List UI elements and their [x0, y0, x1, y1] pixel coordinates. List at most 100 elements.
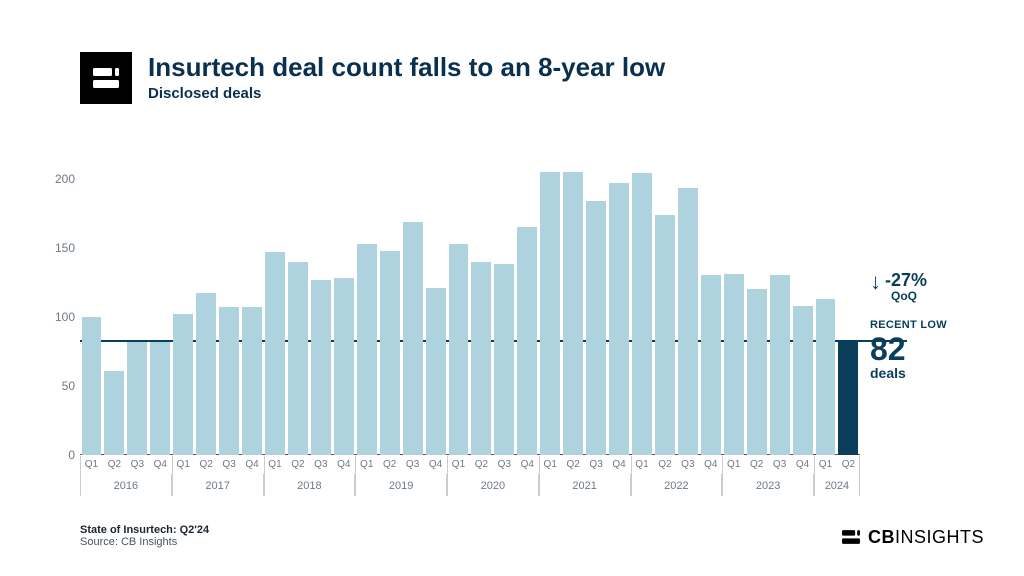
quarter-label: Q1 — [539, 455, 562, 470]
bar — [540, 172, 560, 455]
bar-slot — [631, 165, 654, 455]
bar-slot — [195, 165, 218, 455]
footer: State of Insurtech: Q2'24 Source: CB Ins… — [80, 524, 209, 548]
quarter-label: Q2 — [195, 455, 218, 470]
year-label: 2020 — [447, 474, 539, 496]
bar-slot — [401, 165, 424, 455]
quarter-label: Q3 — [218, 455, 241, 470]
bar-slot — [768, 165, 791, 455]
cb-logo-icon — [80, 52, 132, 104]
quarter-label: Q2 — [286, 455, 309, 470]
bar-slot — [126, 165, 149, 455]
quarter-label: Q4 — [699, 455, 722, 470]
quarter-label: Q3 — [126, 455, 149, 470]
bar-slot — [539, 165, 562, 455]
quarter-label: Q1 — [447, 455, 470, 470]
bars-container — [80, 165, 860, 455]
bar — [678, 188, 698, 455]
bar-slot — [562, 165, 585, 455]
down-arrow-icon: ↓ — [870, 271, 881, 293]
quarter-label: Q3 — [768, 455, 791, 470]
year-label: 2024 — [814, 474, 860, 496]
y-tick-label: 0 — [45, 448, 75, 462]
header: Insurtech deal count falls to an 8-year … — [80, 52, 665, 104]
quarter-label: Q2 — [378, 455, 401, 470]
big-number: 82 — [870, 333, 947, 365]
bar — [494, 264, 514, 455]
year-label: 2022 — [631, 474, 723, 496]
quarter-label: Q3 — [401, 455, 424, 470]
bar — [701, 275, 721, 455]
quarter-label: Q1 — [355, 455, 378, 470]
recent-low-label: RECENT LOW — [870, 319, 947, 331]
quarter-label: Q4 — [332, 455, 355, 470]
bar-slot — [745, 165, 768, 455]
bar — [150, 342, 170, 455]
y-tick-label: 50 — [45, 379, 75, 393]
quarter-label: Q1 — [80, 455, 103, 470]
bar-slot — [837, 165, 860, 455]
chart-area: 050100150200 — [80, 165, 860, 455]
bar — [127, 342, 147, 455]
bar-slot — [241, 165, 264, 455]
quarter-label: Q2 — [653, 455, 676, 470]
bar-slot — [309, 165, 332, 455]
year-label: 2021 — [539, 474, 631, 496]
bar — [471, 262, 491, 455]
bar — [724, 274, 744, 455]
chart-title: Insurtech deal count falls to an 8-year … — [148, 52, 665, 83]
bar-slot — [722, 165, 745, 455]
quarter-label: Q1 — [631, 455, 654, 470]
quarter-label: Q1 — [814, 455, 837, 470]
bar-slot — [470, 165, 493, 455]
chart-subtitle: Disclosed deals — [148, 85, 665, 102]
bar-slot — [264, 165, 287, 455]
bar — [288, 262, 308, 455]
y-tick-label: 150 — [45, 241, 75, 255]
quarter-label: Q3 — [585, 455, 608, 470]
unit-label: deals — [870, 365, 947, 381]
year-label: 2016 — [80, 474, 172, 496]
pct-basis: QoQ — [891, 289, 947, 303]
year-label: 2018 — [264, 474, 356, 496]
quarter-label: Q4 — [241, 455, 264, 470]
quarter-label: Q2 — [470, 455, 493, 470]
bar — [770, 275, 790, 455]
bar — [173, 314, 193, 455]
bar-slot — [699, 165, 722, 455]
quarter-label: Q4 — [608, 455, 631, 470]
bar — [632, 173, 652, 455]
bar-slot — [218, 165, 241, 455]
quarter-label: Q2 — [745, 455, 768, 470]
quarter-label: Q1 — [722, 455, 745, 470]
source-label: Source: CB Insights — [80, 536, 209, 548]
bar — [793, 306, 813, 455]
year-label: 2019 — [355, 474, 447, 496]
bar-slot — [516, 165, 539, 455]
bar-slot — [585, 165, 608, 455]
y-tick-label: 100 — [45, 310, 75, 324]
bar — [403, 222, 423, 455]
quarter-label: Q3 — [309, 455, 332, 470]
y-tick-label: 200 — [45, 172, 75, 186]
bar — [265, 252, 285, 455]
bar-slot — [286, 165, 309, 455]
bar-slot — [172, 165, 195, 455]
quarter-label: Q1 — [172, 455, 195, 470]
quarter-label: Q4 — [149, 455, 172, 470]
bar-slot — [814, 165, 837, 455]
quarter-label: Q1 — [264, 455, 287, 470]
bar — [380, 251, 400, 455]
bar — [334, 278, 354, 455]
report-name: State of Insurtech: Q2'24 — [80, 524, 209, 536]
bar — [242, 307, 262, 455]
bar-slot — [355, 165, 378, 455]
bar-slot — [608, 165, 631, 455]
year-label: 2023 — [722, 474, 814, 496]
bar-slot — [424, 165, 447, 455]
quarter-label: Q4 — [424, 455, 447, 470]
bar — [517, 227, 537, 455]
bar-slot — [676, 165, 699, 455]
brand-text: CBINSIGHTS — [868, 527, 984, 548]
quarter-label: Q3 — [676, 455, 699, 470]
